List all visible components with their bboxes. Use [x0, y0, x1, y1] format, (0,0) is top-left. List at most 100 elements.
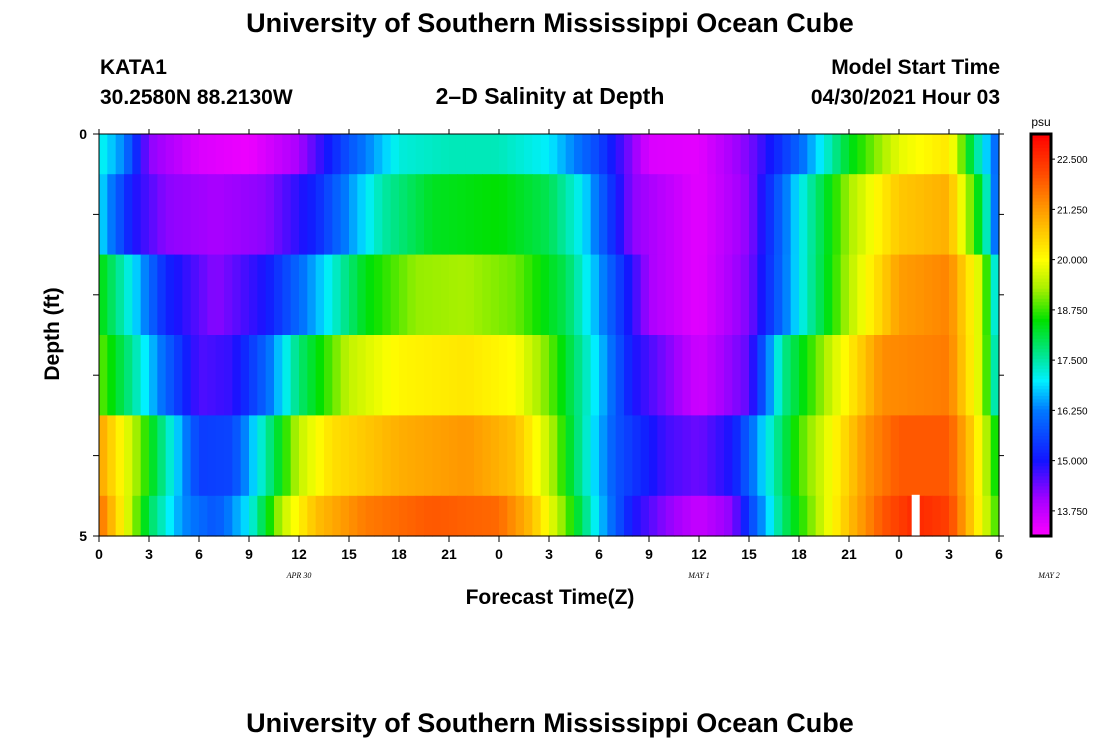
colorbar-segment — [1031, 154, 1051, 159]
colorbar-segment — [1031, 140, 1051, 145]
heatmap-cell — [115, 254, 125, 336]
heatmap-cell — [215, 335, 225, 416]
heatmap-cell — [640, 254, 650, 336]
heatmap-cell — [140, 134, 150, 175]
heatmap-cell — [657, 254, 667, 336]
heatmap-cell — [799, 254, 808, 336]
heatmap-cell — [649, 134, 658, 175]
heatmap-cell — [857, 254, 867, 336]
heatmap-cell — [124, 254, 133, 336]
x-tick-label: 3 — [545, 546, 553, 562]
colorbar-segment — [1031, 469, 1051, 473]
heatmap-cell — [840, 495, 850, 537]
heatmap-cell — [249, 335, 258, 416]
heatmap-cell — [757, 495, 767, 537]
heatmap-cell — [907, 254, 917, 336]
colorbar-segment — [1031, 251, 1051, 256]
heatmap-cell — [307, 495, 317, 537]
heatmap-cell — [415, 174, 425, 256]
heatmap-cell — [132, 415, 142, 497]
colorbar-segment — [1031, 137, 1051, 142]
heatmap-cell — [690, 335, 700, 416]
colorbar-segment — [1031, 211, 1051, 215]
heatmap-cell — [524, 335, 533, 416]
heatmap-cell — [774, 254, 783, 336]
heatmap-cell — [282, 254, 292, 336]
heatmap-cell — [524, 134, 533, 175]
heatmap-cell — [332, 415, 342, 497]
heatmap-cell — [932, 495, 942, 537]
colorbar-segment — [1031, 341, 1051, 346]
heatmap-cell — [974, 335, 983, 416]
colorbar-segment — [1031, 217, 1051, 222]
heatmap-cell — [532, 415, 542, 497]
heatmap-cell — [949, 335, 958, 416]
heatmap-cell — [682, 495, 692, 537]
heatmap-cell — [782, 134, 792, 175]
colorbar-segment — [1031, 274, 1051, 279]
heatmap-cell — [707, 495, 717, 537]
heatmap-cell — [540, 415, 550, 497]
heatmap-cell — [307, 134, 317, 175]
colorbar-segment — [1031, 505, 1051, 510]
heatmap-cell — [807, 495, 817, 537]
heatmap-cell — [899, 174, 908, 256]
y-axis: 05 — [79, 126, 1004, 544]
colorbar-segment — [1031, 368, 1051, 373]
heatmap-cell — [257, 495, 267, 537]
heatmap-cell — [115, 495, 125, 537]
heatmap-cell — [957, 134, 967, 175]
heatmap-cell — [340, 415, 350, 497]
heatmap-cell — [365, 254, 375, 336]
heatmap-cell — [540, 335, 550, 416]
heatmap-cell — [590, 415, 600, 497]
heatmap-cell — [757, 134, 767, 175]
heatmap-cell — [290, 495, 300, 537]
heatmap-cell — [790, 174, 800, 256]
heatmap-cell — [457, 174, 467, 256]
heatmap-cell — [865, 335, 875, 416]
heatmap-cell — [932, 134, 942, 175]
heatmap-cell — [190, 174, 200, 256]
heatmap-cell — [682, 415, 692, 497]
heatmap-cell — [149, 174, 158, 256]
heatmap-cell — [449, 495, 458, 537]
colorbar-segment — [1031, 157, 1051, 162]
heatmap-cell — [490, 495, 500, 537]
heatmap-cell — [432, 134, 442, 175]
heatmap-cell — [382, 254, 392, 336]
heatmap-cell — [907, 134, 917, 175]
heatmap-cell — [490, 134, 500, 175]
colorbar-segment — [1031, 187, 1051, 192]
heatmap-cell — [474, 134, 483, 175]
heatmap-cell — [424, 174, 433, 256]
heatmap-cell — [374, 134, 383, 175]
colorbar-segment — [1031, 294, 1051, 299]
heatmap-cell — [432, 254, 442, 336]
colorbar-segment — [1031, 221, 1051, 226]
heatmap-cell — [357, 415, 367, 497]
heatmap-cell — [899, 254, 908, 336]
heatmap-cell — [182, 335, 192, 416]
heatmap-cell — [499, 335, 508, 416]
heatmap-cell — [782, 335, 792, 416]
heatmap-cell — [299, 415, 308, 497]
colorbar-segment — [1031, 435, 1051, 440]
heatmap-cell — [149, 415, 158, 497]
heatmap-cell — [449, 335, 458, 416]
heatmap-cell — [607, 495, 617, 537]
station-coordinates: 30.2580N 88.2130W — [100, 86, 293, 109]
heatmap-cell — [965, 134, 975, 175]
heatmap-cell — [582, 254, 592, 336]
heatmap-cell — [332, 335, 342, 416]
heatmap-cell — [115, 134, 125, 175]
heatmap-cell — [990, 415, 1000, 497]
model-start-value: 04/30/2021 Hour 03 — [810, 86, 1000, 109]
colorbar-segment — [1031, 522, 1051, 527]
heatmap-cell — [599, 174, 608, 256]
heatmap-cell — [299, 254, 308, 336]
heatmap-cell — [657, 134, 667, 175]
heatmap-cell — [724, 495, 733, 537]
heatmap-cell — [865, 415, 875, 497]
heatmap-cell — [840, 415, 850, 497]
